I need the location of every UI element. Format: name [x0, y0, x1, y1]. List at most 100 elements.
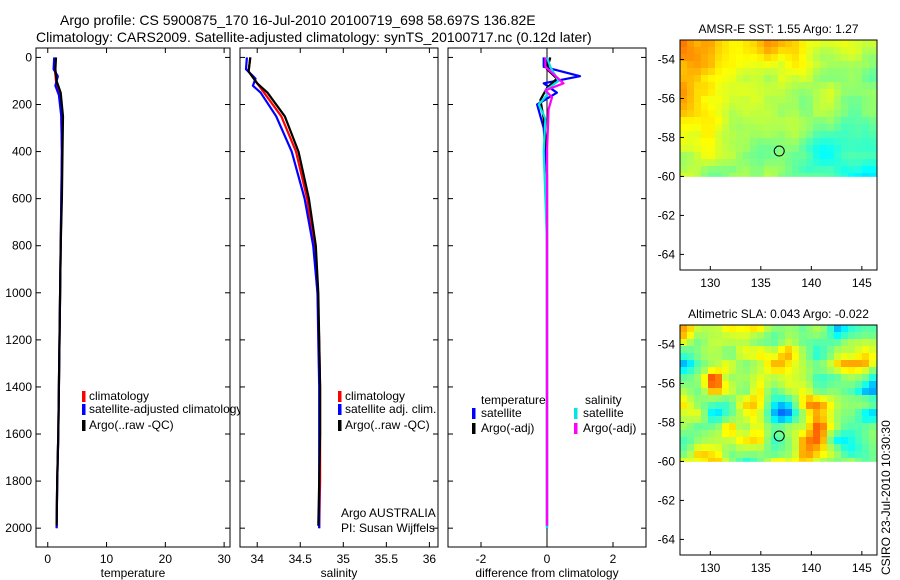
sst_map-heat-cell — [827, 159, 835, 167]
sla_map-xtick-label: 130 — [700, 561, 720, 575]
sla_map-heat-cell — [841, 325, 849, 333]
temperature-panel: 0 10 20 30 0 200 400 600 800 1000 1200 1400 1600 1800… — [5, 47, 242, 580]
sla_map-heat-cell — [687, 388, 695, 396]
sla_map-heat-cell — [694, 367, 702, 375]
sst_map-heat-cell — [799, 152, 807, 160]
sst_map-heat-cell — [701, 75, 709, 83]
sst_map-heat-cell — [757, 131, 765, 139]
sla_map-heat-cell — [855, 339, 863, 347]
sla_map-heat-cell — [841, 430, 849, 438]
sst_map-heat-cell — [806, 166, 814, 174]
sla_map-heat-cell — [687, 444, 695, 452]
sst_map-heat-cell — [799, 61, 807, 69]
sla_map-heat-cell — [862, 325, 870, 333]
sst_map-heat-cell — [687, 40, 695, 48]
sla_map-heat-cell — [708, 367, 716, 375]
sst_map-heat-cell — [785, 124, 793, 132]
sst_map-heat-cell — [778, 68, 786, 76]
salinity-series-argo — [247, 57, 322, 526]
sst_map-heat-cell — [834, 89, 842, 97]
sla_map-heat-cell — [757, 444, 765, 452]
sst_map-heat-cell — [834, 152, 842, 160]
sst_map-heat-cell — [722, 152, 730, 160]
sst_map-heat-cell — [687, 166, 695, 174]
sst_map-heat-cell — [820, 159, 828, 167]
sla_map-heat-cell — [869, 409, 877, 417]
sst_map-heat-cell — [834, 166, 842, 174]
sla_map-heat-cell — [785, 339, 793, 347]
sla_map-heat-cell — [694, 381, 702, 389]
sla_map-heat-cell — [764, 430, 772, 438]
sla_map-heat-cell — [708, 388, 716, 396]
sst_map-heat-cell — [764, 110, 772, 118]
sla_map-title: Altimetric SLA: 0.043 Argo: -0.022 — [688, 307, 869, 321]
sst_map-heat-cell — [743, 166, 751, 174]
sst_map-heat-cell — [750, 131, 758, 139]
sst_map-heat-cell — [764, 82, 772, 90]
sla_map-heat-cell — [785, 451, 793, 459]
sla_map-heat-cell — [687, 423, 695, 431]
sla_map-heat-cell — [680, 325, 688, 333]
sst_map-heat-cell — [778, 75, 786, 83]
sla_map-heat-cell — [841, 374, 849, 382]
sst_map-heat-cell — [729, 124, 737, 132]
sst_map-heat-cell — [869, 75, 877, 83]
sst_map-heat-cell — [743, 61, 751, 69]
sst_map-heat-cell — [855, 117, 863, 125]
sst_map-heat-cell — [848, 82, 856, 90]
sla_map-heat-cell — [743, 346, 751, 354]
sst_map-heat-cell — [715, 103, 723, 111]
sla_map-heat-cell — [778, 451, 786, 459]
sla_map-heat-cell — [687, 360, 695, 368]
sla_map-heat-cell — [855, 430, 863, 438]
sst_map-heat-cell — [736, 159, 744, 167]
sst_map-heat-cell — [827, 117, 835, 125]
sla_map-heat-cell — [799, 402, 807, 410]
sst_map-heat-cell — [694, 103, 702, 111]
sst_map-heat-cell — [771, 159, 779, 167]
sla_map-heat-cell — [708, 374, 716, 382]
sst_map-heat-cell — [708, 61, 716, 69]
sst_map-heat-cell — [869, 40, 877, 48]
sla_map-heat-cell — [680, 332, 688, 340]
sla_map-heat-cell — [764, 367, 772, 375]
sst_map-heat-cell — [687, 82, 695, 90]
sst_map-heat-cell — [834, 124, 842, 132]
sla_map-heat-cell — [778, 409, 786, 417]
sla_map-heat-cell — [764, 332, 772, 340]
sst_map-heat-cell — [778, 61, 786, 69]
sla_map-heat-cell — [841, 458, 849, 462]
sla_map-heat-cell — [680, 395, 688, 403]
sst_map-heat-cell — [708, 47, 716, 55]
sla_map-heat-cell — [680, 381, 688, 389]
sst_map-heat-cell — [813, 110, 821, 118]
sst_map-heat-cell — [806, 82, 814, 90]
sst_map-heat-cell — [855, 159, 863, 167]
sla_map-heat-cell — [806, 381, 814, 389]
sst_map-heat-cell — [834, 96, 842, 104]
sst_map-heat-cell — [771, 61, 779, 69]
sla_map-heat-cell — [785, 437, 793, 445]
sst_map-heat-cell — [820, 96, 828, 104]
sla_map-heat-cell — [827, 402, 835, 410]
sst_map-heat-cell — [848, 117, 856, 125]
sst_map-heat-cell — [862, 131, 870, 139]
sst_map-heat-cell — [841, 47, 849, 55]
sst_map-heat-cell — [764, 145, 772, 153]
sla_map-heat-cell — [855, 367, 863, 375]
sst_map-heat-cell — [729, 110, 737, 118]
sla_map-heat-cell — [869, 381, 877, 389]
sla_map-heat-cell — [806, 332, 814, 340]
sla_map-heat-cell — [848, 353, 856, 361]
sst_map-heat-cell — [813, 75, 821, 83]
sla_map-heat-cell — [715, 395, 723, 403]
sla_map-heat-cell — [764, 346, 772, 354]
sla_map-heat-cell — [827, 353, 835, 361]
sla_map-heat-cell — [743, 437, 751, 445]
sla_map-heat-cell — [820, 451, 828, 459]
sla_map-heat-cell — [722, 423, 730, 431]
sla_map-heat-cell — [862, 339, 870, 347]
sst_map-heat-cell — [834, 138, 842, 146]
sla_map-heat-cell — [771, 388, 779, 396]
sst_map-heat-cell — [715, 89, 723, 97]
